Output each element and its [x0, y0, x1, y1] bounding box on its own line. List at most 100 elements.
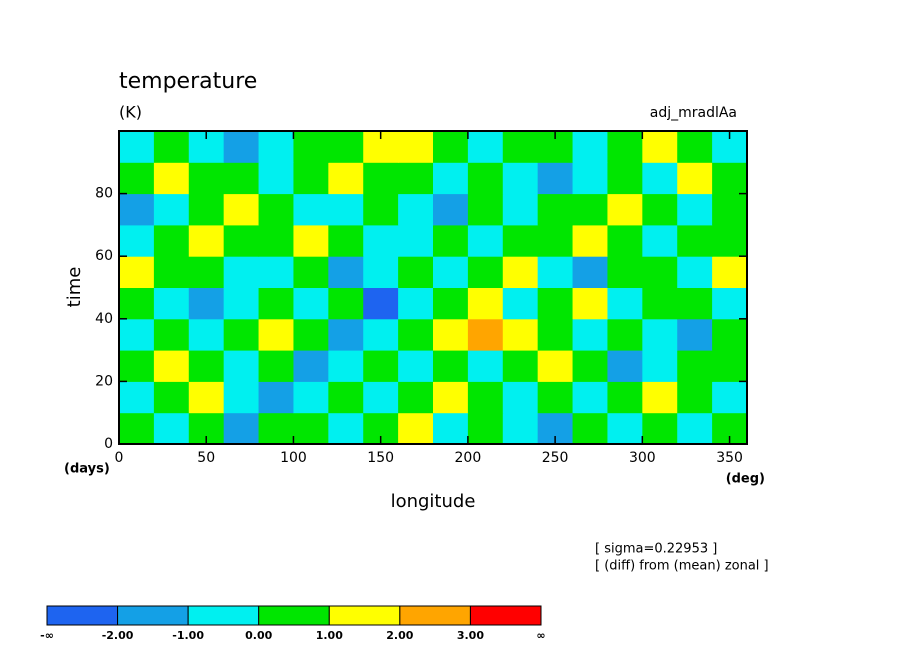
heat-cell [398, 381, 434, 414]
heat-cell [119, 381, 155, 414]
heat-cell [712, 287, 748, 320]
colorbar-label: -1.00 [172, 629, 204, 642]
heat-cell [363, 318, 399, 351]
heat-cell [607, 412, 643, 445]
heat-cell [153, 193, 190, 226]
heat-cell [188, 224, 225, 257]
heat-cell [293, 350, 329, 382]
heat-cell [467, 381, 504, 414]
heat-cell [433, 193, 469, 226]
heat-cell [502, 131, 539, 163]
heat-cell [293, 287, 329, 320]
heat-cell [119, 287, 155, 320]
heat-cell [433, 131, 469, 163]
heat-cell [258, 162, 294, 195]
heat-cell [293, 318, 329, 351]
heat-cell [537, 318, 574, 351]
y-tick-label: 0 [104, 436, 113, 452]
heat-cell [433, 350, 469, 382]
colorbar-label: 2.00 [386, 629, 413, 642]
heat-cell [433, 287, 469, 320]
y-tick-label: 80 [95, 186, 113, 202]
colorbar-box [469, 605, 542, 626]
heat-cell [258, 131, 294, 163]
heat-cell [119, 350, 155, 382]
heat-cell [119, 412, 155, 445]
colorbar-box [399, 605, 471, 626]
x-tick-label: 0 [115, 450, 124, 466]
note: [ (diff) from (mean) zonal ] [595, 559, 769, 574]
heat-cell [467, 131, 504, 163]
heat-cell [607, 381, 643, 414]
heat-cell [398, 287, 434, 320]
heat-cell [712, 350, 748, 382]
heat-cell [502, 162, 539, 195]
y-tick-label: 20 [95, 373, 113, 389]
y-axis-label: time [64, 267, 85, 308]
heat-cell [258, 256, 294, 288]
heat-cell [572, 412, 608, 445]
heat-cell [642, 412, 678, 445]
heat-cell [188, 318, 225, 351]
y-tick-label: 60 [95, 248, 113, 264]
heat-cell [258, 318, 294, 351]
heat-cell [223, 318, 260, 351]
heat-cell [398, 256, 434, 288]
x-axis-label: longitude [391, 491, 476, 512]
x-tick-label: 200 [455, 450, 482, 466]
heat-cell [223, 256, 260, 288]
x-tick-label: 150 [367, 450, 394, 466]
heat-cell [537, 224, 574, 257]
heat-cell [467, 224, 504, 257]
heat-cell [712, 162, 748, 195]
heat-cell [467, 350, 504, 382]
heat-cell [433, 256, 469, 288]
colorbar-label: -∞ [40, 629, 54, 642]
heat-cell [467, 287, 504, 320]
heat-cell [188, 193, 225, 226]
heat-cell [502, 256, 539, 288]
heat-cell [537, 350, 574, 382]
heat-cell [363, 193, 399, 226]
note: [ sigma=0.22953 ] [595, 542, 717, 557]
colorbar-box [46, 605, 119, 626]
heat-cell [537, 256, 574, 288]
colorbar-label: 0.00 [245, 629, 272, 642]
heat-cell [642, 224, 678, 257]
heat-cell [119, 193, 155, 226]
heat-cell [433, 224, 469, 257]
heat-cell [502, 381, 539, 414]
heat-cell [328, 381, 364, 414]
heat-cell [502, 224, 539, 257]
heat-cell [677, 193, 713, 226]
heat-cell [537, 193, 574, 226]
heat-cell [223, 162, 260, 195]
heat-cell [607, 224, 643, 257]
heat-cell [153, 256, 190, 288]
colorbar-box [117, 605, 189, 626]
heat-cell [153, 224, 190, 257]
heat-cell [153, 381, 190, 414]
heat-cell [328, 318, 364, 351]
heat-cell [712, 256, 748, 288]
heat-cell [712, 318, 748, 351]
heat-cell [642, 162, 678, 195]
heat-cell [328, 412, 364, 445]
heat-cell [188, 287, 225, 320]
colorbar-label: -2.00 [102, 629, 134, 642]
heat-cell [642, 350, 678, 382]
heat-cell [502, 193, 539, 226]
colorbar-box [328, 605, 401, 626]
heat-cell [328, 224, 364, 257]
heat-cell [293, 256, 329, 288]
heat-cell [642, 381, 678, 414]
heat-cell [398, 131, 434, 163]
heat-cell [293, 224, 329, 257]
heat-cell [677, 224, 713, 257]
heat-cell [258, 412, 294, 445]
heat-cell [607, 162, 643, 195]
heat-cell [258, 381, 294, 414]
heat-cell [433, 318, 469, 351]
heat-cell [677, 287, 713, 320]
